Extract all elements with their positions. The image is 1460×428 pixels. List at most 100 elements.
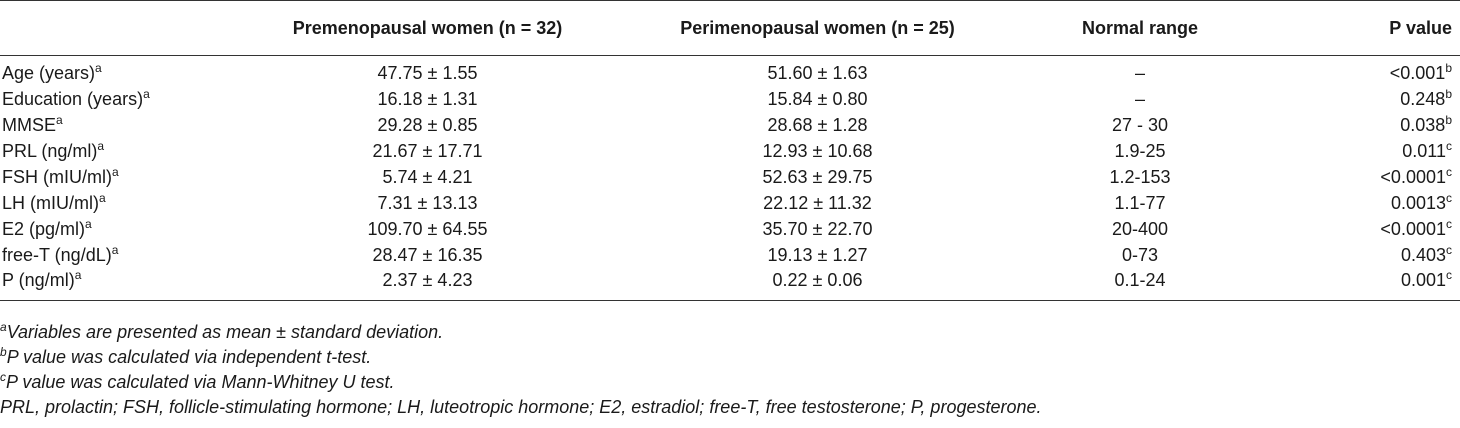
p-value-superscript: c xyxy=(1446,139,1452,153)
p-value: <0.0001 xyxy=(1380,167,1446,187)
footnote-line: bP value was calculated via independent … xyxy=(0,345,1460,370)
cell-normal-range: 20-400 xyxy=(1111,219,1169,239)
data-table: Premenopausal women (n = 32) Perimenopau… xyxy=(0,0,1460,301)
table-row: Education (years)a 16.18 ± 1.31 15.84 ± 0.… xyxy=(0,86,1460,112)
p-value-superscript: c xyxy=(1446,268,1452,282)
cell-premenopausal: 29.28 ± 0.85 xyxy=(377,115,478,135)
cell-normal-range: 1.9-25 xyxy=(1114,141,1166,161)
p-value: 0.248 xyxy=(1400,89,1446,109)
table-row: FSH (mIU/ml)a 5.74 ± 4.21 52.63 ± 29.75 1.2… xyxy=(0,164,1460,190)
p-value-superscript: c xyxy=(1446,217,1452,231)
cell-normal-range: 1.2-153 xyxy=(1109,167,1171,187)
cell-normal-range: 0.1-24 xyxy=(1010,268,1270,301)
p-value: <0.0001 xyxy=(1380,219,1446,239)
variable-label: Age (years) xyxy=(2,63,96,83)
footnote-marker: a xyxy=(0,320,7,334)
cell-premenopausal: 5.74 ± 4.21 xyxy=(382,167,473,187)
cell-p-value: 0.011c xyxy=(1270,138,1460,164)
p-value: <0.001 xyxy=(1389,63,1446,83)
p-value: 0.001 xyxy=(1400,270,1446,290)
footnote-marker: b xyxy=(0,345,7,359)
cell-variable: Age (years)a xyxy=(0,56,230,87)
cell-variable: LH (mIU/ml)a xyxy=(0,190,230,216)
footnote-text: P value was calculated via independent t… xyxy=(6,347,372,367)
table-row: MMSEa 29.28 ± 0.85 28.68 ± 1.28 27 - 30 0.03… xyxy=(0,112,1460,138)
variable-superscript: a xyxy=(143,87,150,101)
footnote-text: P value was calculated via Mann-Whitney … xyxy=(6,372,395,392)
cell-normal-range: 1.1-77 xyxy=(1114,193,1166,213)
table-row: E2 (pg/ml)a 109.70 ± 64.55 35.70 ± 22.70 20… xyxy=(0,216,1460,242)
data-table-container: Premenopausal women (n = 32) Perimenopau… xyxy=(0,0,1460,301)
table-row: free-T (ng/dL)a 28.47 ± 16.35 19.13 ± 1.27… xyxy=(0,242,1460,268)
p-value-superscript: c xyxy=(1446,191,1452,205)
cell-variable: PRL (ng/ml)a xyxy=(0,138,230,164)
cell-variable: E2 (pg/ml)a xyxy=(0,216,230,242)
cell-p-value: 0.403c xyxy=(1270,242,1460,268)
cell-perimenopausal: 35.70 ± 22.70 xyxy=(762,219,873,239)
cell-p-value: <0.0001c xyxy=(1270,164,1460,190)
variable-superscript: a xyxy=(56,113,63,127)
cell-p-value: 0.001c xyxy=(1270,268,1460,301)
variable-superscript: a xyxy=(111,165,119,179)
cell-variable: MMSEa xyxy=(0,112,230,138)
header-premenopausal: Premenopausal women (n = 32) xyxy=(230,0,625,56)
header-perimenopausal: Perimenopausal women (n = 25) xyxy=(625,0,1010,56)
header-variable xyxy=(0,0,230,56)
variable-label: FSH (mIU/ml) xyxy=(2,167,112,187)
p-value: 0.0013 xyxy=(1390,193,1446,213)
header-p-value: P value xyxy=(1270,0,1460,56)
variable-superscript: a xyxy=(95,61,102,75)
footnote-line: PRL, prolactin; FSH, follicle-stimulatin… xyxy=(0,395,1460,420)
p-value-superscript: b xyxy=(1445,61,1452,75)
cell-variable: free-T (ng/dL)a xyxy=(0,242,230,268)
p-value: 0.038 xyxy=(1400,115,1446,135)
cell-p-value: <0.0001c xyxy=(1270,216,1460,242)
header-normal-range: Normal range xyxy=(1010,0,1270,56)
cell-perimenopausal: 12.93 ± 10.68 xyxy=(762,141,873,161)
cell-perimenopausal: 0.22 ± 0.06 xyxy=(625,268,1010,301)
table-row: Age (years)a 47.75 ± 1.55 51.60 ± 1.63 – <0.… xyxy=(0,56,1460,87)
variable-label: free-T (ng/dL) xyxy=(2,245,112,265)
variable-label: Education (years) xyxy=(2,89,144,109)
footnote-line: cP value was calculated via Mann-Whitney… xyxy=(0,370,1460,395)
cell-premenopausal: 47.75 ± 1.55 xyxy=(377,63,478,83)
cell-premenopausal: 7.31 ± 13.13 xyxy=(377,193,478,213)
variable-label: P (ng/ml) xyxy=(2,270,75,290)
footnotes: aVariables are presented as mean ± stand… xyxy=(0,320,1460,420)
cell-variable: FSH (mIU/ml)a xyxy=(0,164,230,190)
cell-p-value: 0.038b xyxy=(1270,112,1460,138)
variable-superscript: a xyxy=(74,268,82,282)
variable-label: LH (mIU/ml) xyxy=(2,193,99,213)
footnote-text: Variables are presented as mean ± standa… xyxy=(6,322,444,342)
variable-label: MMSE xyxy=(2,115,56,135)
footnote-line: aVariables are presented as mean ± stand… xyxy=(0,320,1460,345)
footnote-marker: c xyxy=(0,370,6,384)
cell-normal-range: 0-73 xyxy=(1121,245,1159,265)
cell-normal-range: – xyxy=(1134,89,1145,109)
cell-premenopausal: 21.67 ± 17.71 xyxy=(372,141,483,161)
p-value-superscript: b xyxy=(1445,87,1452,101)
table-row: P (ng/ml)a 2.37 ± 4.23 0.22 ± 0.06 0.1-24 0.… xyxy=(0,268,1460,301)
table-body: Age (years)a 47.75 ± 1.55 51.60 ± 1.63– <0.… xyxy=(0,56,1460,301)
cell-perimenopausal: 19.13 ± 1.27 xyxy=(767,245,868,265)
p-value: 0.403 xyxy=(1400,245,1446,265)
cell-premenopausal: 16.18 ± 1.31 xyxy=(377,89,478,109)
cell-variable: P (ng/ml)a xyxy=(0,268,230,301)
variable-superscript: a xyxy=(99,191,106,205)
cell-p-value: <0.001b xyxy=(1270,56,1460,87)
cell-perimenopausal: 28.68 ± 1.28 xyxy=(767,115,868,135)
cell-variable: Education (years)a xyxy=(0,86,230,112)
table-row: LH (mIU/ml)a 7.31 ± 13.13 22.12 ± 11.32 1.1… xyxy=(0,190,1460,216)
cell-p-value: 0.248b xyxy=(1270,86,1460,112)
table-row: PRL (ng/ml)a 21.67 ± 17.71 12.93 ± 10.68 1.… xyxy=(0,138,1460,164)
cell-normal-range: – xyxy=(1134,63,1145,83)
cell-premenopausal: 109.70 ± 64.55 xyxy=(367,219,488,239)
cell-p-value: 0.0013c xyxy=(1270,190,1460,216)
cell-premenopausal: 28.47 ± 16.35 xyxy=(372,245,483,265)
cell-perimenopausal: 22.12 ± 11.32 xyxy=(763,193,872,213)
p-value-superscript: b xyxy=(1445,113,1452,127)
p-value-superscript: c xyxy=(1446,243,1452,257)
variable-label: E2 (pg/ml) xyxy=(2,219,86,239)
cell-perimenopausal: 52.63 ± 29.75 xyxy=(762,167,873,187)
variable-superscript: a xyxy=(97,139,105,153)
